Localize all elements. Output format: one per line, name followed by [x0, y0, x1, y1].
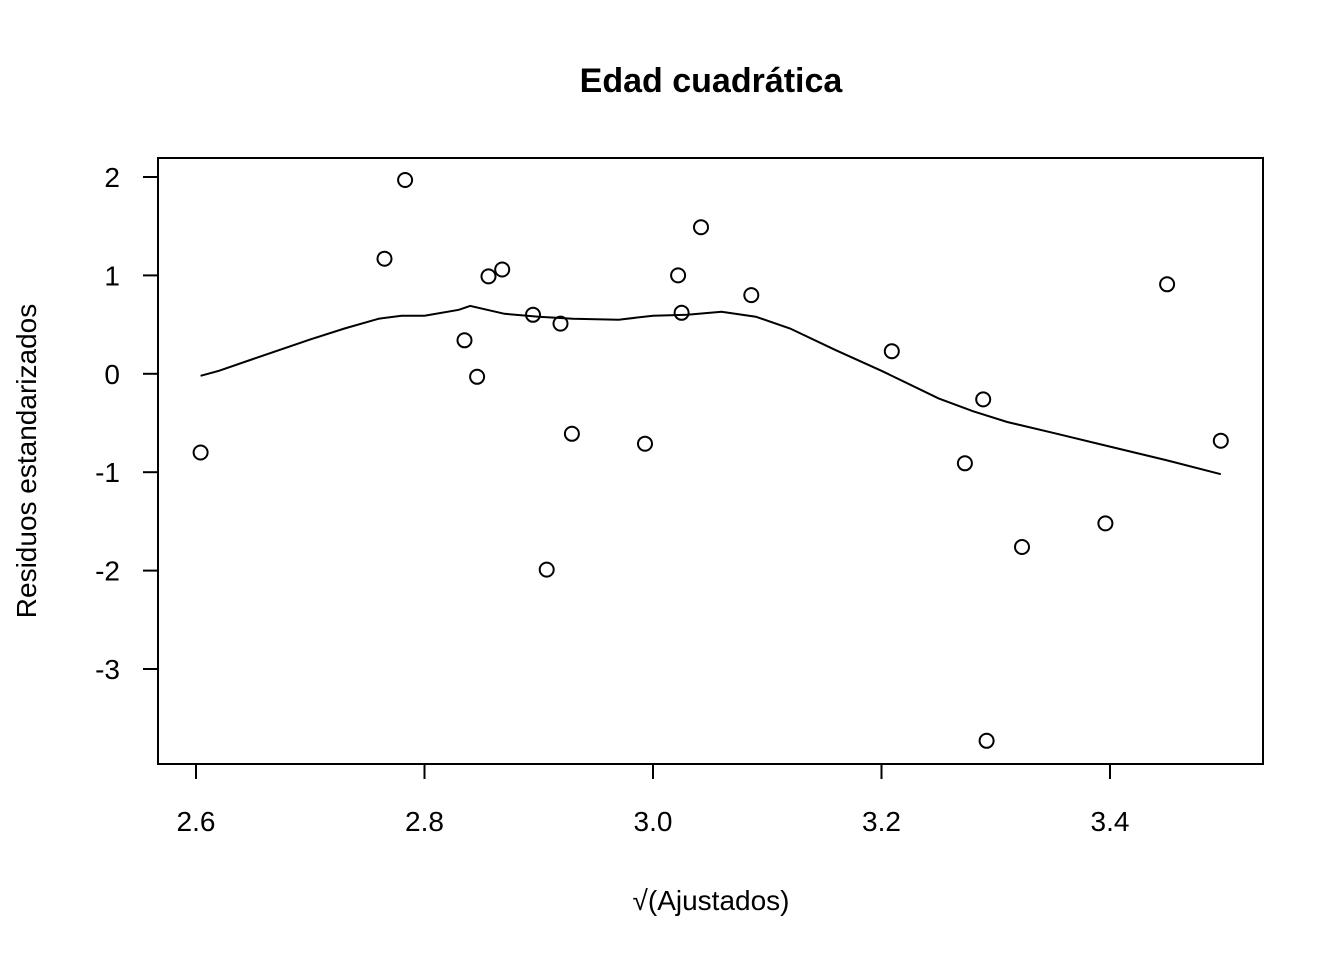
data-point	[456, 332, 473, 349]
y-axis-label: Residuos estandarizados	[11, 304, 42, 618]
data-point	[883, 343, 900, 360]
data-point	[670, 267, 687, 284]
data-point	[494, 261, 511, 278]
x-tick-label: 3.4	[1091, 806, 1130, 837]
data-point	[1212, 432, 1229, 449]
data-point	[673, 304, 690, 321]
data-point	[192, 444, 209, 461]
data-point	[637, 435, 653, 452]
data-point	[563, 425, 580, 442]
x-tick-label: 3.2	[862, 806, 901, 837]
data-point	[480, 268, 497, 285]
data-point	[956, 455, 973, 472]
data-point	[376, 250, 393, 267]
data-point	[975, 391, 992, 408]
data-point	[1014, 539, 1030, 555]
x-tick-label: 2.8	[405, 806, 444, 837]
y-tick-label: 1	[104, 260, 120, 291]
y-tick-label: -2	[95, 556, 120, 587]
x-axis-label: √(Ajustados)	[633, 885, 790, 916]
data-point	[397, 172, 414, 188]
data-point	[538, 561, 555, 578]
y-tick-label: -3	[95, 654, 120, 685]
data-point	[1159, 276, 1176, 293]
chart-title: Edad cuadrática	[580, 62, 844, 100]
data-point	[743, 287, 760, 304]
plot-frame	[157, 157, 1264, 765]
x-tick-label: 2.6	[177, 806, 216, 837]
x-tick-label: 3.0	[634, 806, 673, 837]
x-axis: 2.6 2.8 3.0 3.2 3.4	[177, 763, 1130, 837]
data-point	[525, 306, 541, 323]
y-axis: 2 1 0 -1 -2 -3	[95, 162, 159, 685]
data-point	[1097, 515, 1114, 532]
data-point	[978, 732, 995, 749]
data-point	[552, 315, 569, 332]
data-points	[192, 172, 1229, 749]
y-tick-label: 2	[104, 162, 120, 193]
data-point	[469, 368, 486, 385]
smoothed-trend-line	[200, 304, 1222, 476]
y-tick-label: 0	[104, 359, 120, 390]
data-point	[693, 219, 709, 236]
y-tick-label: -1	[95, 457, 120, 488]
